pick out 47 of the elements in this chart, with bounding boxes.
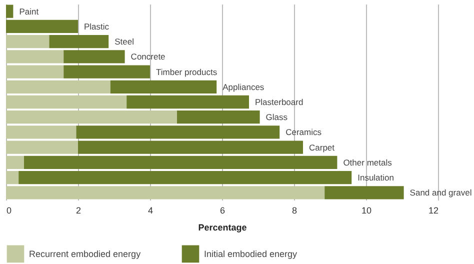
- y-tick-label: Plasterboard: [255, 97, 304, 107]
- bar: [64, 65, 150, 78]
- bar: [177, 110, 260, 124]
- bar: [6, 140, 78, 154]
- x-tick-label: 2: [76, 206, 82, 216]
- y-tick-label: Plastic: [84, 21, 110, 32]
- y-tick-label: Timber products: [156, 66, 218, 77]
- bar: [6, 20, 78, 34]
- bar: [6, 110, 177, 124]
- bar: [6, 95, 127, 109]
- bar: [24, 156, 338, 170]
- legend-label: Initial embodied energy: [204, 248, 298, 259]
- y-tick-label: Steel: [114, 36, 134, 47]
- y-tick-label: Concrete: [130, 52, 166, 62]
- bar: [6, 50, 64, 64]
- y-tick-label: Other metals: [343, 157, 392, 168]
- bar: [18, 170, 352, 184]
- bar: [78, 140, 303, 154]
- bar: [6, 80, 110, 94]
- bar: [49, 34, 109, 48]
- bar: [6, 4, 14, 18]
- bar: [64, 50, 125, 64]
- bar: [6, 156, 24, 170]
- y-tick-label: Sand and gravel: [410, 188, 472, 198]
- y-tick-label: Appliances: [222, 82, 264, 92]
- y-tick-label: Paint: [19, 6, 40, 16]
- bar: [6, 34, 50, 48]
- bar: [6, 126, 76, 139]
- bar: [6, 65, 64, 78]
- x-tick-label: 0: [6, 206, 12, 216]
- bar: [76, 126, 280, 139]
- legend-label: Recurrent embodied energy: [29, 248, 142, 259]
- x-axis-title: Percentage: [198, 222, 247, 232]
- bar: [6, 186, 325, 200]
- x-tick-label: 10: [361, 206, 372, 216]
- y-tick-label: Ceramics: [286, 127, 322, 138]
- y-tick-label: Carpet: [309, 142, 336, 152]
- bar: [6, 170, 19, 184]
- y-tick-label: Insulation: [358, 172, 394, 183]
- bar: [126, 95, 249, 109]
- x-tick-label: 4: [148, 206, 154, 216]
- bar: [324, 186, 404, 200]
- bar: [110, 80, 217, 94]
- x-tick-label: 8: [292, 206, 298, 216]
- x-tick-label: 6: [220, 206, 226, 216]
- y-tick-label: Glass: [266, 112, 288, 122]
- x-tick-label: 12: [428, 206, 438, 216]
